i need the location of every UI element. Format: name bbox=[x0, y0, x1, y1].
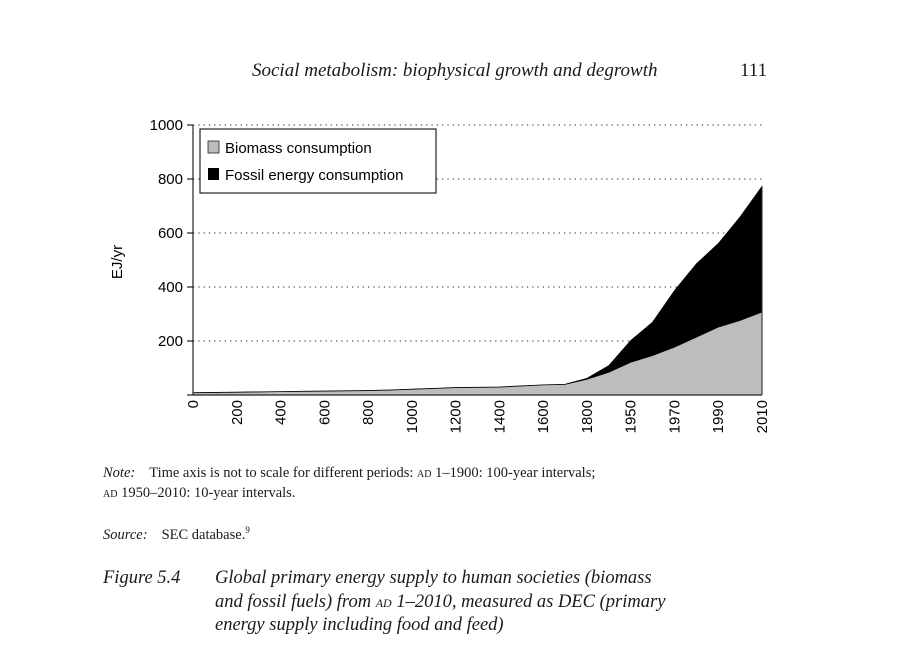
x-tick-label: 1200 bbox=[448, 400, 465, 433]
legend-swatch-biomass bbox=[207, 140, 220, 154]
x-tick-label: 1600 bbox=[535, 400, 552, 433]
y-axis-label: EJ/yr bbox=[109, 245, 126, 279]
x-tick-label: 1800 bbox=[579, 400, 596, 433]
caption-text: energy supply including food and feed) bbox=[215, 615, 504, 635]
x-tick-label: 200 bbox=[229, 400, 246, 425]
figure-note: Note: Time axis is not to scale for diffe… bbox=[103, 463, 595, 503]
areas bbox=[192, 185, 763, 395]
legend-label-fossil: Fossil energy consumption bbox=[225, 167, 403, 184]
x-tick-label: 1400 bbox=[491, 400, 508, 433]
caption-text: and fossil fuels) from bbox=[215, 592, 376, 612]
y-tick-label: 200 bbox=[158, 333, 183, 350]
y-tick-label: 600 bbox=[158, 225, 183, 242]
axes: 200 400 600 800 1000 0 200 400 600 800 1000 1200 140… bbox=[150, 117, 771, 433]
legend-label-biomass: Biomass consumption bbox=[225, 140, 372, 157]
y-tick-label: 800 bbox=[158, 171, 183, 188]
caption-text: Global primary energy supply to human so… bbox=[215, 568, 652, 588]
y-tick-label: 400 bbox=[158, 279, 183, 296]
x-tick-label: 1950 bbox=[623, 400, 640, 433]
note-ad: ad bbox=[417, 465, 432, 480]
x-tick-label: 0 bbox=[185, 400, 202, 408]
source-text: SEC database. bbox=[161, 526, 246, 543]
x-tick-label: 800 bbox=[360, 400, 377, 425]
source-label: Source: bbox=[103, 526, 148, 543]
running-head: Social metabolism: biophysical growth an… bbox=[252, 60, 658, 81]
note-ad: ad bbox=[103, 485, 118, 500]
x-tick-label: 600 bbox=[316, 400, 333, 425]
caption-text: 1–2010, measured as DEC (primary bbox=[391, 592, 666, 612]
x-tick-label: 1970 bbox=[666, 400, 683, 433]
note-text: Time axis is not to scale for different … bbox=[149, 465, 418, 481]
note-text: 1–1900: 100-year intervals; bbox=[431, 465, 596, 481]
note-label: Note: bbox=[103, 465, 136, 481]
area-biomass bbox=[193, 312, 762, 395]
legend: Biomass consumption Fossil energy consum… bbox=[199, 128, 437, 194]
x-tick-label: 1990 bbox=[710, 400, 727, 433]
page-number: 111 bbox=[740, 60, 768, 81]
x-tick-label: 400 bbox=[273, 400, 290, 425]
caption-ad: ad bbox=[375, 591, 392, 611]
source-footnote: 9 bbox=[245, 525, 250, 535]
figure-label: Figure 5.4 bbox=[103, 568, 181, 588]
x-tick-label: 2010 bbox=[754, 400, 771, 433]
figure-source: Source: SEC database.9 bbox=[103, 521, 250, 545]
note-text: 1950–2010: 10-year intervals. bbox=[117, 485, 296, 501]
x-tick-label: 1000 bbox=[404, 400, 421, 433]
legend-swatch-fossil bbox=[208, 168, 219, 180]
figure-caption: Figure 5.4 Global primary energy supply t… bbox=[103, 567, 665, 637]
y-tick-label: 1000 bbox=[150, 117, 183, 134]
